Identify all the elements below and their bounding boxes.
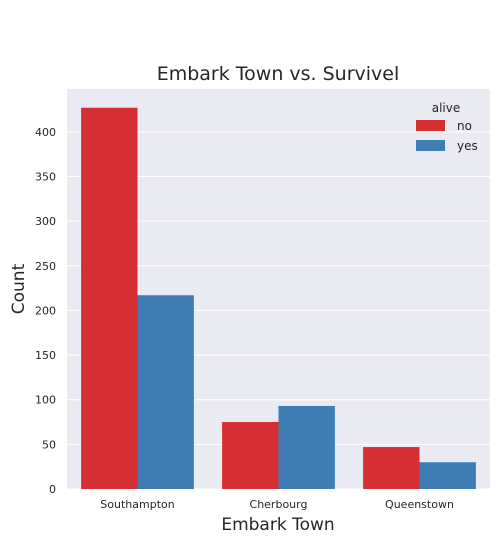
y-tick-label: 150 — [35, 349, 56, 362]
bar-no-queenstown — [363, 447, 420, 489]
x-axis-ticks: Southampton Cherbourg Queenstown — [100, 498, 454, 511]
bar-no-southampton — [81, 107, 138, 489]
y-tick-label: 50 — [42, 438, 56, 451]
x-tick-label: Southampton — [100, 498, 174, 511]
legend-label-yes: yes — [457, 139, 478, 153]
y-tick-label: 300 — [35, 215, 56, 228]
y-tick-label: 350 — [35, 171, 56, 184]
bars — [81, 107, 476, 489]
legend-swatch-yes — [416, 140, 445, 151]
x-tick-label: Cherbourg — [250, 498, 308, 511]
y-tick-label: 400 — [35, 126, 56, 139]
chart-title: Embark Town vs. Survivel — [157, 63, 400, 85]
y-tick-label: 200 — [35, 304, 56, 317]
bar-yes-cherbourg — [278, 405, 335, 489]
legend-swatch-no — [416, 120, 445, 131]
bar-yes-southampton — [137, 295, 194, 489]
y-tick-label: 100 — [35, 394, 56, 407]
bar-yes-queenstown — [419, 462, 476, 489]
y-tick-label: 250 — [35, 260, 56, 273]
y-axis-label: Count — [9, 263, 29, 314]
legend: alive no yes — [416, 101, 478, 153]
x-tick-label: Queenstown — [385, 498, 454, 511]
legend-title: alive — [432, 101, 461, 115]
legend-label-no: no — [457, 119, 472, 133]
y-axis-ticks: 0 50 100 150 200 250 300 350 400 — [35, 126, 56, 496]
x-axis-label: Embark Town — [221, 515, 334, 535]
bar-no-cherbourg — [222, 422, 279, 489]
y-tick-label: 0 — [49, 483, 56, 496]
